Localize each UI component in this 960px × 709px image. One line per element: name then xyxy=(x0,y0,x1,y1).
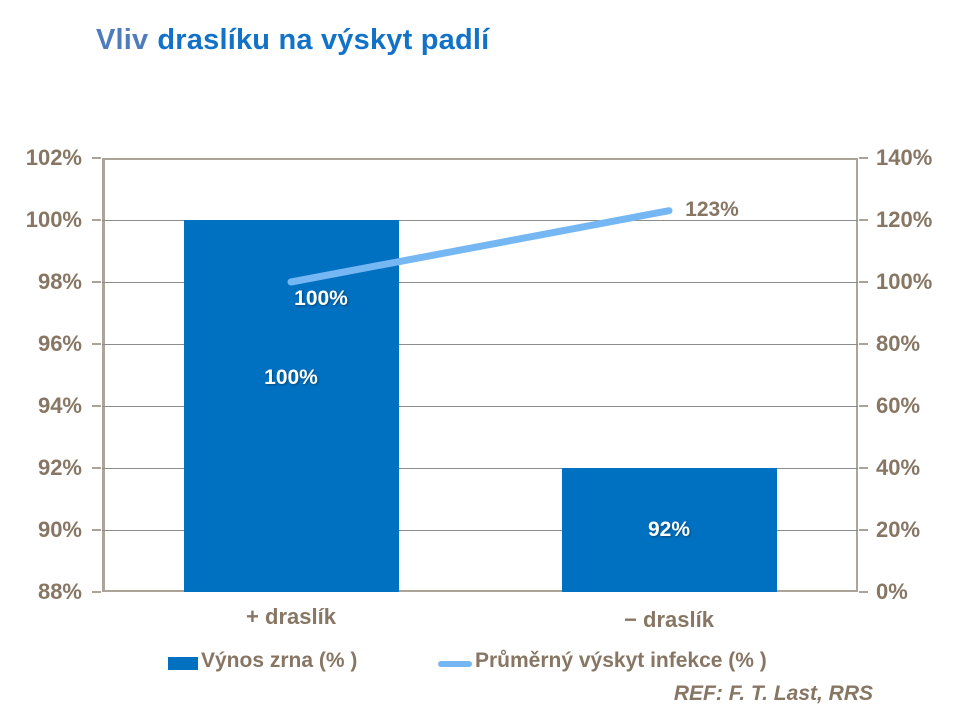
line-point-label-1: 100% xyxy=(294,287,348,310)
right-axis-tick xyxy=(859,157,868,159)
left-axis-tick-label: 100% xyxy=(25,207,82,232)
category-label-2: − draslík xyxy=(624,607,714,632)
right-axis-tick-label: 60% xyxy=(876,393,921,418)
right-axis-tick xyxy=(859,591,868,593)
left-axis-tick xyxy=(92,281,101,283)
left-axis-tick xyxy=(92,591,101,593)
left-axis-tick-label: 88% xyxy=(37,579,82,604)
right-axis-tick-label: 120% xyxy=(876,207,933,232)
left-axis-tick-label: 96% xyxy=(37,331,82,356)
left-axis-tick-label: 90% xyxy=(37,517,82,542)
bar-2 xyxy=(561,468,777,592)
right-axis-tick xyxy=(859,343,868,345)
right-axis-tick-label: 80% xyxy=(876,331,921,356)
left-axis-tick-label: 98% xyxy=(37,269,82,294)
left-axis-tick xyxy=(92,219,101,221)
reference-note: REF: F. T. Last, RRS xyxy=(673,682,873,705)
line-point-label-2: 123% xyxy=(685,197,739,221)
right-axis-tick-label: 140% xyxy=(876,145,933,170)
left-axis-tick xyxy=(92,157,101,159)
gridline xyxy=(102,468,858,469)
gridline xyxy=(102,530,858,531)
left-axis-tick-label: 92% xyxy=(37,455,82,480)
chart-title: Vliv draslíku na výskyt padlí xyxy=(96,24,489,57)
right-axis-tick xyxy=(859,281,868,283)
right-axis-tick xyxy=(859,405,868,407)
bar-value-label-2: 92% xyxy=(647,518,691,541)
bar-value-label-1: 100% xyxy=(264,366,318,390)
right-axis-tick xyxy=(859,219,868,221)
right-axis-tick xyxy=(859,529,868,531)
left-axis-tick-label: 102% xyxy=(25,145,82,170)
left-axis-tick xyxy=(92,467,101,469)
left-axis-tick xyxy=(92,405,101,407)
plot-area xyxy=(102,158,858,592)
chart-title-part1: Vliv xyxy=(96,24,149,56)
gridline xyxy=(102,344,858,345)
right-axis-tick-label: 0% xyxy=(876,579,908,604)
right-axis-tick-label: 20% xyxy=(876,517,921,542)
legend-bar-swatch xyxy=(168,657,198,670)
left-axis-tick xyxy=(92,343,101,345)
right-axis-tick-label: 40% xyxy=(876,455,921,480)
right-axis-tick-label: 100% xyxy=(876,269,933,294)
bar-1 xyxy=(183,220,399,592)
category-label-1: + draslík xyxy=(246,604,336,629)
legend-line-swatch xyxy=(438,661,472,667)
legend-bar-series-label: Výnos zrna (% ) xyxy=(201,649,358,672)
legend-line-series-label: Průměrný výskyt infekce (% ) xyxy=(475,649,767,672)
gridline xyxy=(102,406,858,407)
left-axis-tick xyxy=(92,529,101,531)
right-axis-tick xyxy=(859,467,868,469)
left-axis-tick-label: 94% xyxy=(37,393,82,418)
chart-title-part2: draslíku na výskyt padlí xyxy=(157,24,490,56)
